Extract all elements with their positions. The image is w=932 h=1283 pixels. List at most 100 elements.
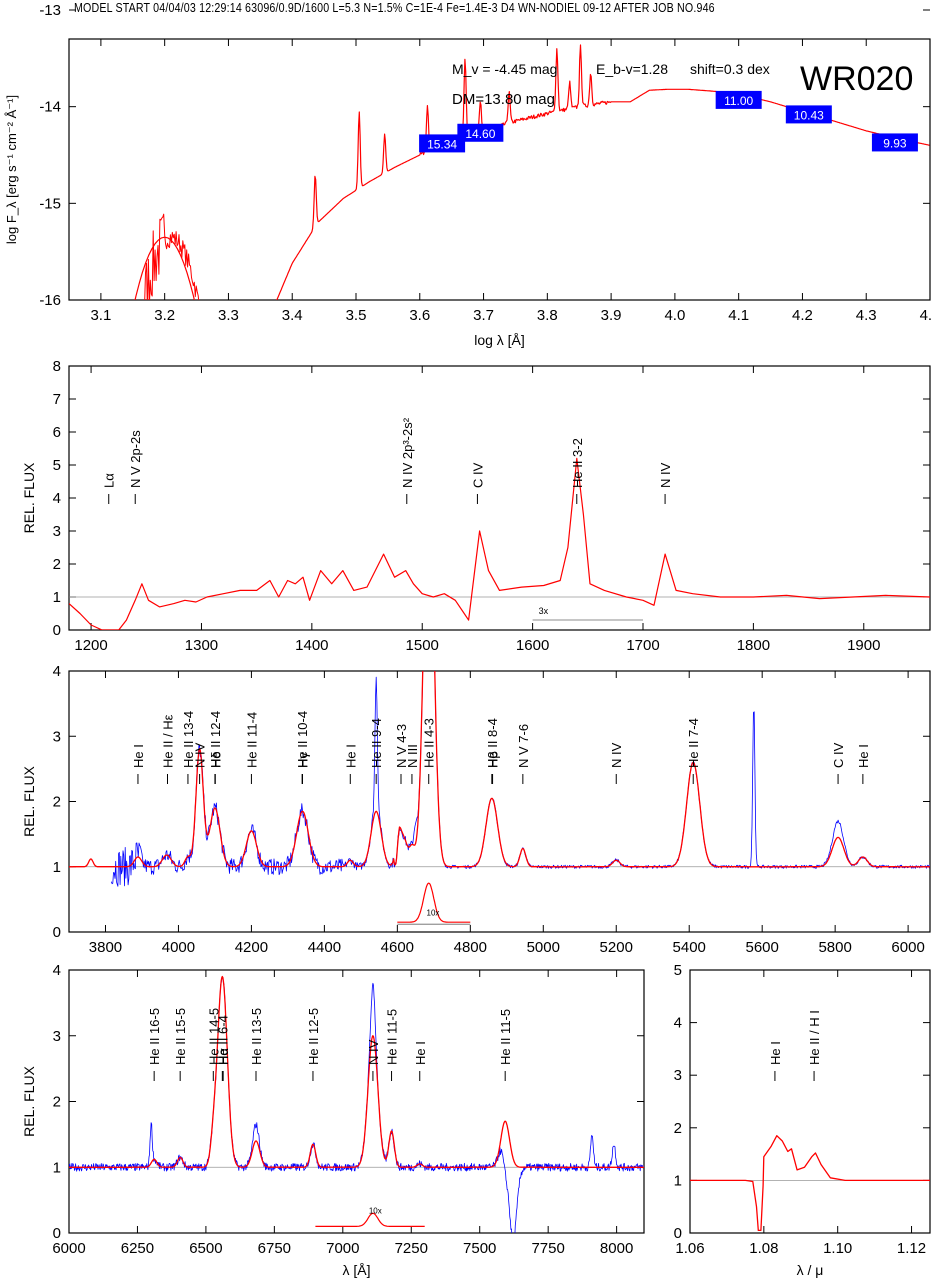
red-line-id: N IV: [366, 1039, 381, 1065]
ir-ytick-label: 5: [674, 962, 682, 979]
optical-xtick-label: 5000: [527, 939, 560, 956]
optical-line-id: He II 7-4: [686, 718, 701, 768]
optical-inset-spectrum: [397, 882, 471, 923]
optical-line-id: Hγ: [295, 752, 310, 768]
optical-xtick-label: 4000: [162, 939, 195, 956]
model-header: MODEL START 04/04/03 12:29:14 63096/0.9D…: [74, 0, 715, 15]
red-ytick-label: 3: [53, 1028, 61, 1045]
sed-ytick-label: -16: [39, 292, 61, 309]
optical-line-id: He II 4-3: [422, 718, 437, 768]
sed-xtick-label: 3.3: [218, 307, 239, 324]
photometry-box: [715, 90, 762, 109]
sed-param-shift: shift=0.3 dex: [690, 61, 770, 77]
optical-line-id: N IV: [609, 742, 624, 768]
optical-xtick-label: 5200: [600, 939, 633, 956]
sed-panel: 3.1 3.2 3.3 3.4 3.5 3.6 3.7 3.8 3.9 4.0 4.1 4.2 4.3 4…: [4, 2, 932, 348]
sed-xtick-label: 4.0: [664, 307, 685, 324]
ir-frame: [689, 969, 931, 1234]
optical-line-id: He II 13-4: [181, 711, 196, 768]
uv-ytick-label: 6: [53, 424, 61, 441]
red-line-id: He II 14-5: [206, 1008, 221, 1065]
uv-inset-label: 3x: [539, 606, 549, 616]
sed-ytick-label: -14: [39, 99, 61, 116]
uv-y-axis-label: REL. FLUX: [21, 462, 37, 533]
sed-y-axis-label: log F_λ [erg s⁻¹ cm⁻² Å⁻¹]: [4, 95, 19, 244]
optical-observed-spectrum: [110, 671, 930, 887]
uv-ytick-label: 3: [53, 523, 61, 540]
optical-ytick-label: 3: [53, 728, 61, 745]
optical-inset-label: 10x: [427, 909, 440, 918]
uv-xtick-label: 1400: [295, 637, 328, 654]
red-line-id: He II 12-5: [306, 1008, 321, 1065]
sed-xtick-label: 4.1: [728, 307, 749, 324]
ir-ytick-label: 0: [674, 1225, 682, 1242]
sed-uv-model-spectrum: [144, 213, 200, 300]
sed-xtick-label: 4.2: [792, 307, 813, 324]
uv-xtick-label: 1900: [847, 637, 880, 654]
red-model-spectrum: [69, 975, 644, 1168]
photometry-magnitude: 10.43: [794, 108, 824, 122]
red-x-axis-label: λ [Å]: [342, 1262, 370, 1278]
optical-xtick-label: 4400: [308, 939, 341, 956]
optical-line-id: C IV: [831, 742, 846, 768]
uv-xtick-label: 1800: [737, 637, 770, 654]
optical-line-id: N V 7-6: [516, 724, 531, 768]
red-line-id: He II 11-5: [385, 1009, 400, 1065]
sed-param-mv: M_v = -4.45 mag: [452, 61, 557, 77]
sed-xtick-label: 3.2: [154, 307, 175, 324]
sed-xtick-label: 4.3: [856, 307, 877, 324]
optical-line-id: He II / Hε: [161, 714, 176, 768]
ir-line-id: He I: [768, 1041, 783, 1065]
sed-frame: [68, 38, 931, 301]
optical-panel: 3800 4000 4200 4400 4600 4800 5000 5200 5400 5600…: [21, 663, 931, 956]
uv-line-id: N IV: [658, 462, 673, 488]
red-inset-spectrum: [315, 1212, 425, 1227]
uv-line-id: Lα: [102, 473, 117, 488]
ir-x-axis-label: λ / μ: [797, 1262, 824, 1278]
optical-ytick-label: 1: [53, 859, 61, 876]
red-xtick-label: 6000: [52, 1240, 85, 1257]
red-line-id: He II 15-5: [173, 1008, 188, 1065]
sed-xtick-label: 3.4: [282, 307, 303, 324]
uv-ytick-label: 1: [53, 589, 61, 606]
sed-x-axis-label: log λ [Å]: [474, 332, 525, 348]
red-line-id: He I: [413, 1041, 428, 1065]
sed-uv-model-continuum: [134, 236, 195, 300]
ir-xtick-label: 1.08: [749, 1240, 778, 1257]
sed-xtick-label: 3.6: [409, 307, 430, 324]
photometry-magnitude: 15.34: [427, 137, 457, 151]
sed-xtick-label: 3.1: [90, 307, 111, 324]
ir-panel: 1.06 1.08 1.10 1.12 0 1 2 3 4 5 λ / μ He I He II / H…: [674, 962, 931, 1278]
red-xtick-label: 6750: [258, 1240, 291, 1257]
sed-param-ebv: E_b-v=1.28: [596, 61, 668, 77]
sed-ytick-label: -15: [39, 195, 61, 212]
photometry-magnitude: 9.93: [883, 136, 907, 150]
optical-line-id: He II 12-4: [208, 711, 223, 768]
optical-line-id: He I: [131, 744, 146, 768]
ir-model-spectrum: [690, 1135, 930, 1232]
ir-xtick-label: 1.06: [675, 1240, 704, 1257]
uv-ytick-label: 2: [53, 556, 61, 573]
optical-line-id: He II 10-4: [295, 711, 310, 768]
uv-line-id: He II 3-2: [570, 438, 585, 488]
optical-line-id: Hβ: [486, 751, 501, 768]
optical-line-id: He I: [856, 744, 871, 768]
uv-ytick-label: 7: [53, 391, 61, 408]
uv-xtick-label: 1600: [516, 637, 549, 654]
uv-model-spectrum: [69, 457, 930, 630]
uv-panel: 1200 1300 1400 1500 1600 1700 1800 1900 0 1 2 3 4 5 6 7…: [21, 358, 931, 654]
uv-xtick-label: 1500: [406, 637, 439, 654]
ir-xtick-label: 1.12: [897, 1240, 926, 1257]
uv-line-id: N V 2p-2s: [128, 430, 143, 488]
red-line-id: He II 13-5: [249, 1008, 264, 1065]
optical-xtick-label: 3800: [89, 939, 122, 956]
uv-ytick-label: 8: [53, 358, 61, 375]
ir-ytick-label: 4: [674, 1015, 682, 1032]
red-ytick-label: 1: [53, 1159, 61, 1176]
red-line-id: Hα: [216, 1048, 231, 1065]
ir-xtick-label: 1.10: [823, 1240, 852, 1257]
optical-ytick-label: 0: [53, 924, 61, 941]
photometry-box: [785, 105, 832, 124]
uv-line-id: C IV: [470, 462, 485, 488]
